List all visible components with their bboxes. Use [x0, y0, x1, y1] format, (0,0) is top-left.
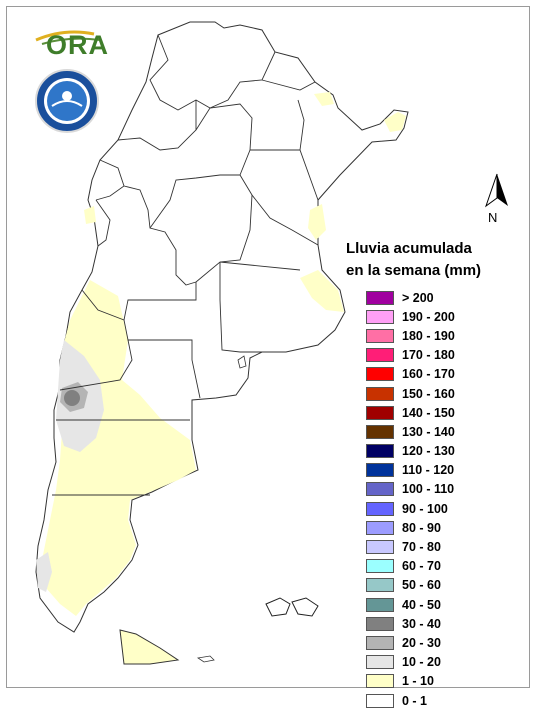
legend-swatch	[366, 540, 394, 555]
legend-item: 70 - 80	[366, 537, 455, 556]
legend-item: 90 - 100	[366, 499, 455, 518]
legend: > 200 190 - 200 180 - 190 170 - 180 160 - 17…	[366, 288, 455, 710]
north-label: N	[488, 210, 498, 225]
legend-item: 50 - 60	[366, 576, 455, 595]
legend-title-line2: en la semana (mm)	[346, 262, 482, 279]
legend-item: 170 - 180	[366, 346, 455, 365]
rain-zone-10-20	[36, 552, 52, 592]
legend-label: 90 - 100	[402, 501, 448, 516]
rain-zone-1-10	[84, 206, 96, 224]
legend-label: 140 - 150	[402, 405, 455, 420]
legend-swatch	[366, 635, 394, 650]
legend-swatch	[366, 463, 394, 478]
north-arrow-icon	[482, 172, 512, 226]
legend-swatch	[366, 328, 394, 343]
legend-swatch	[366, 482, 394, 497]
province-boundaries	[52, 34, 319, 496]
smn-seal-icon	[34, 68, 100, 134]
legend-title-line1: Lluvia acumulada	[346, 240, 472, 257]
legend-label: > 200	[402, 290, 434, 305]
legend-label: 160 - 170	[402, 367, 455, 382]
legend-item: 160 - 170	[366, 365, 455, 384]
legend-item: 120 - 130	[366, 442, 455, 461]
legend-label: 70 - 80	[402, 540, 441, 555]
legend-item: 10 - 20	[366, 653, 455, 672]
legend-swatch	[366, 559, 394, 574]
legend-item: 130 - 140	[366, 422, 455, 441]
legend-swatch	[366, 444, 394, 459]
ora-logo-text: ORA	[46, 30, 109, 60]
legend-label: 100 - 110	[402, 482, 455, 497]
legend-label: 110 - 120	[402, 463, 455, 478]
legend-label: 30 - 40	[402, 616, 441, 631]
legend-label: 1 - 10	[402, 674, 434, 689]
legend-item: 80 - 90	[366, 518, 455, 537]
legend-swatch	[366, 348, 394, 363]
legend-swatch	[366, 578, 394, 593]
legend-swatch	[366, 501, 394, 516]
rain-zone-1-10	[384, 112, 406, 132]
legend-item: 100 - 110	[366, 480, 455, 499]
legend-label: 120 - 130	[402, 444, 455, 459]
legend-swatch	[366, 597, 394, 612]
legend-label: 80 - 90	[402, 520, 441, 535]
legend-item: 140 - 150	[366, 403, 455, 422]
legend-swatch	[366, 424, 394, 439]
legend-label: 190 - 200	[402, 309, 455, 324]
tierra-del-fuego	[119, 629, 180, 665]
legend-swatch	[366, 386, 394, 401]
rain-zone-30-40	[64, 390, 80, 406]
legend-swatch	[366, 616, 394, 631]
legend-item: 1 - 10	[366, 672, 455, 691]
legend-item: 30 - 40	[366, 614, 455, 633]
legend-swatch	[366, 309, 394, 324]
malvinas-islands	[265, 597, 319, 617]
ora-logo	[34, 26, 106, 62]
isla-de-los-estados	[196, 655, 215, 663]
legend-label: 150 - 160	[402, 386, 455, 401]
legend-label: 50 - 60	[402, 578, 441, 593]
legend-item: 180 - 190	[366, 326, 455, 345]
legend-swatch	[366, 367, 394, 382]
legend-label: 60 - 70	[402, 559, 441, 574]
rain-zone-1-10	[314, 92, 334, 106]
legend-swatch	[366, 290, 394, 305]
legend-item: 40 - 50	[366, 595, 455, 614]
legend-label: 180 - 190	[402, 328, 455, 343]
coastal-island	[237, 355, 247, 369]
legend-item: 20 - 30	[366, 633, 455, 652]
legend-item: 110 - 120	[366, 461, 455, 480]
legend-swatch	[366, 674, 394, 689]
legend-swatch	[366, 520, 394, 535]
legend-label: 170 - 180	[402, 348, 455, 363]
legend-label: 40 - 50	[402, 597, 441, 612]
legend-label: 20 - 30	[402, 635, 441, 650]
legend-item: 190 - 200	[366, 307, 455, 326]
rain-zone-1-10	[308, 204, 326, 240]
legend-label: 130 - 140	[402, 424, 455, 439]
legend-item: 60 - 70	[366, 557, 455, 576]
legend-item: 150 - 160	[366, 384, 455, 403]
legend-title: Lluvia acumulada en la semana (mm)	[346, 238, 526, 282]
rain-zone-1-10	[300, 270, 344, 312]
legend-swatch	[366, 405, 394, 420]
legend-swatch	[366, 655, 394, 670]
legend-item: > 200	[366, 288, 455, 307]
legend-item: 0 - 1	[366, 691, 455, 710]
legend-label: 10 - 20	[402, 655, 441, 670]
